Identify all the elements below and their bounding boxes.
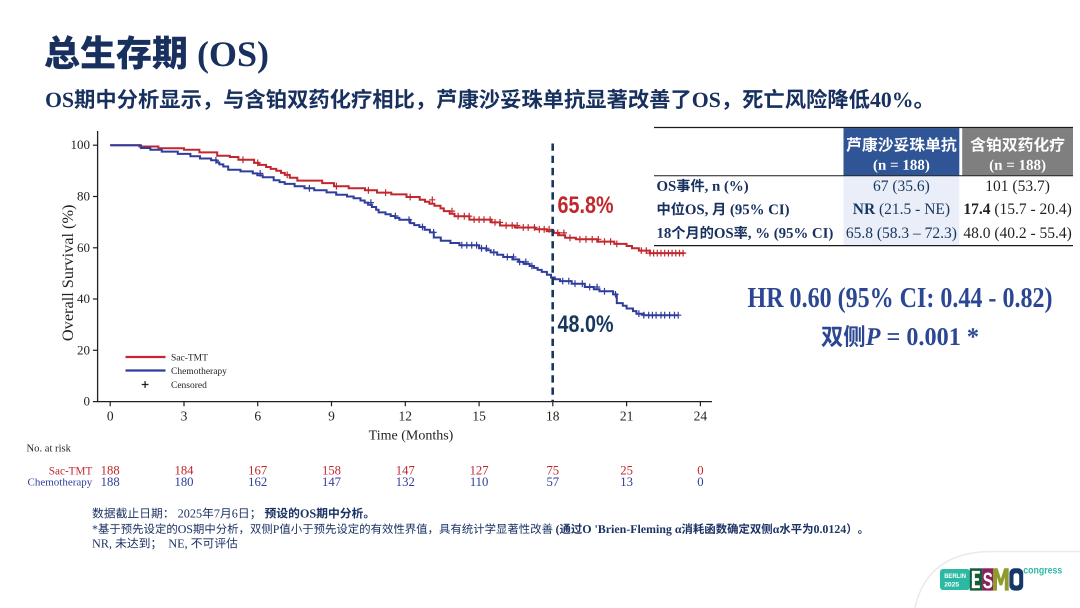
svg-text:0: 0 xyxy=(697,475,703,489)
svg-text:congress: congress xyxy=(1023,566,1062,577)
svg-text:13: 13 xyxy=(620,475,633,489)
svg-text:75: 75 xyxy=(546,463,559,477)
svg-text:Overall Survival (%): Overall Survival (%) xyxy=(58,205,77,342)
svg-text:65.8%: 65.8% xyxy=(558,192,614,219)
svg-text:65.8 (58.3 – 72.3): 65.8 (58.3 – 72.3) xyxy=(846,225,957,242)
svg-text:Sac-TMT: Sac-TMT xyxy=(49,465,93,477)
svg-text:20: 20 xyxy=(77,342,90,357)
svg-text:188: 188 xyxy=(101,463,120,477)
svg-text:48.0%: 48.0% xyxy=(558,311,614,338)
svg-text:101 (53.7): 101 (53.7) xyxy=(985,178,1050,195)
svg-text:24: 24 xyxy=(694,408,708,423)
svg-text:80: 80 xyxy=(77,189,90,204)
svg-text:HR 0.60 (95% CI: 0.44 - 0.82): HR 0.60 (95% CI: 0.44 - 0.82) xyxy=(748,283,1053,314)
svg-text:0: 0 xyxy=(84,394,91,409)
svg-text:158: 158 xyxy=(322,463,341,477)
svg-text:147: 147 xyxy=(396,463,415,477)
svg-text:188: 188 xyxy=(101,475,120,489)
svg-text:Censored: Censored xyxy=(171,381,207,391)
svg-text:184: 184 xyxy=(174,463,194,477)
svg-text:100: 100 xyxy=(71,137,91,152)
svg-text:Chemotherapy: Chemotherapy xyxy=(171,367,227,377)
svg-text:15: 15 xyxy=(472,408,486,423)
svg-text:3: 3 xyxy=(181,408,188,423)
svg-text:18: 18 xyxy=(546,408,560,423)
svg-text:147: 147 xyxy=(322,475,341,489)
svg-text:48.0 (40.2 - 55.4): 48.0 (40.2 - 55.4) xyxy=(963,225,1072,242)
svg-text:57: 57 xyxy=(546,475,559,489)
svg-text:40: 40 xyxy=(77,291,90,306)
svg-text:162: 162 xyxy=(248,475,267,489)
svg-text:180: 180 xyxy=(174,475,193,489)
svg-text:Time (Months): Time (Months) xyxy=(369,429,454,444)
svg-text:60: 60 xyxy=(77,240,90,255)
svg-text:9: 9 xyxy=(328,408,335,423)
svg-text:132: 132 xyxy=(396,475,415,489)
svg-text:S: S xyxy=(983,568,993,594)
svg-text:25: 25 xyxy=(620,463,633,477)
svg-text:21: 21 xyxy=(620,408,634,423)
svg-text:127: 127 xyxy=(470,463,489,477)
svg-text:BERLIN: BERLIN xyxy=(944,573,966,580)
svg-text:Chemotherapy: Chemotherapy xyxy=(28,477,93,489)
svg-text:110: 110 xyxy=(470,475,489,489)
svg-text:6: 6 xyxy=(254,408,261,423)
svg-text:NR (21.5 - NE): NR (21.5 - NE) xyxy=(853,201,950,218)
svg-text:Sac-TMT: Sac-TMT xyxy=(171,353,208,363)
svg-text:0: 0 xyxy=(697,463,703,477)
svg-text:67 (35.6): 67 (35.6) xyxy=(873,178,930,195)
svg-text:No. at risk: No. at risk xyxy=(27,443,72,454)
svg-text:12: 12 xyxy=(399,408,413,423)
svg-text:0: 0 xyxy=(107,408,114,423)
svg-text:2025: 2025 xyxy=(944,581,959,588)
svg-text:167: 167 xyxy=(248,463,267,477)
svg-text:17.4 (15.7 - 20.4): 17.4 (15.7 - 20.4) xyxy=(963,201,1072,218)
